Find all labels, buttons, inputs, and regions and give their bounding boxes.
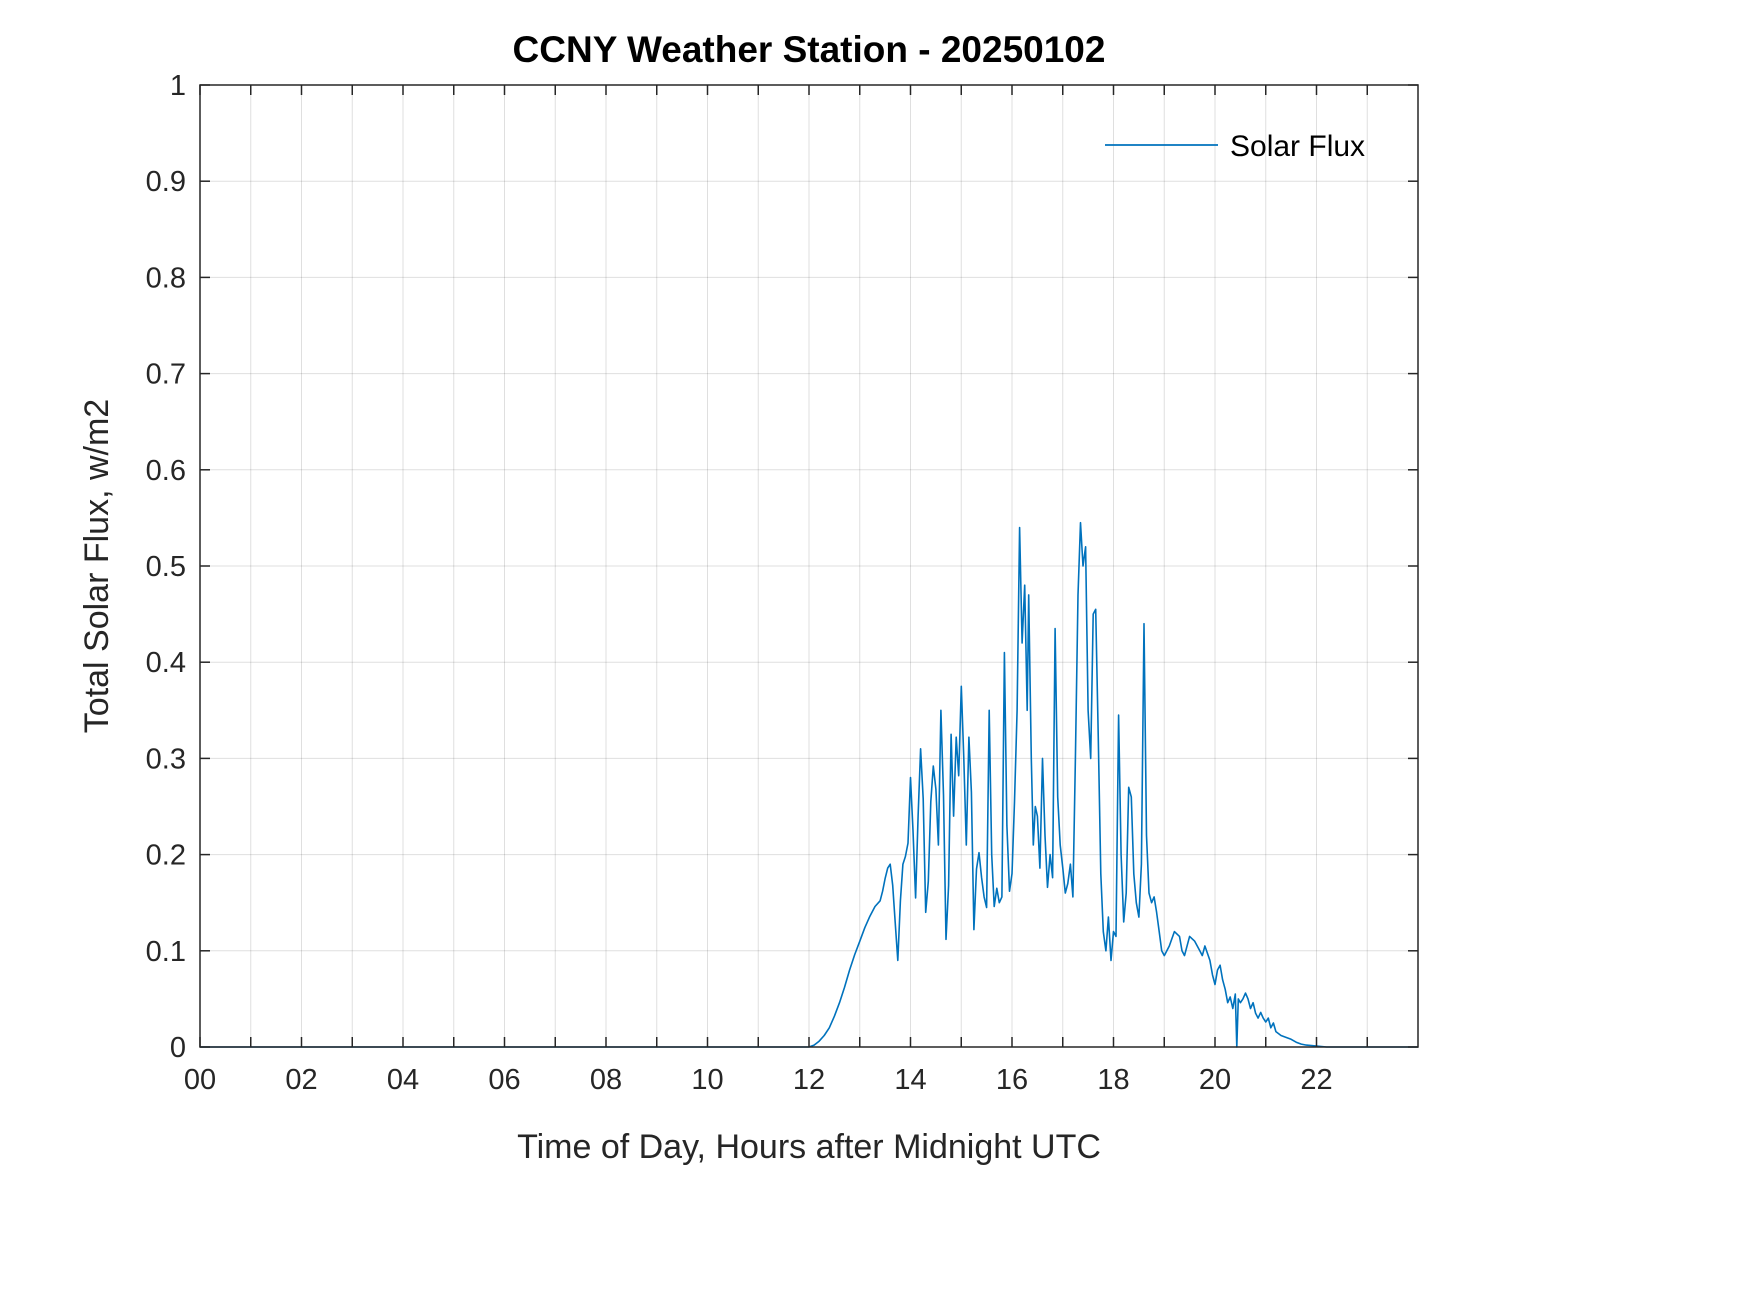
x-tick-label: 12 (793, 1064, 825, 1096)
y-tick-label: 0 (170, 1032, 186, 1064)
solar-flux-line (200, 521, 1418, 1048)
x-tick-label: 14 (894, 1064, 926, 1096)
x-tick-label: 18 (1097, 1064, 1129, 1096)
y-tick-label: 0.9 (146, 166, 186, 198)
y-tick-label: 0.1 (146, 936, 186, 968)
y-axis-label: Total Solar Flux, w/m2 (78, 399, 116, 733)
chart-title: CCNY Weather Station - 20250102 (513, 29, 1106, 70)
x-tick-label: 16 (996, 1064, 1028, 1096)
x-tick-label: 02 (285, 1064, 317, 1096)
x-tick-label: 04 (387, 1064, 419, 1096)
y-tick-label: 0.6 (146, 455, 186, 487)
x-tick-label: 06 (488, 1064, 520, 1096)
y-tick-label: 1 (170, 70, 186, 102)
legend-label: Solar Flux (1230, 130, 1365, 163)
tick-marks (199, 84, 1418, 1048)
x-tick-label: 22 (1300, 1064, 1332, 1096)
x-axis-label: Time of Day, Hours after Midnight UTC (517, 1128, 1101, 1166)
y-tick-label: 0.8 (146, 262, 186, 294)
x-tick-label: 08 (590, 1064, 622, 1096)
y-tick-label: 0.5 (146, 551, 186, 583)
y-tick-label: 0.3 (146, 743, 186, 775)
series-lines (200, 521, 1418, 1048)
grid (200, 85, 1418, 1047)
tick-labels: 00 02 04 06 08 10 12 14 16 18 20 22 0 0.1 0.2 0.3 0.4 0.5… (146, 70, 1333, 1096)
x-tick-label: 00 (184, 1064, 216, 1096)
x-tick-label: 20 (1199, 1064, 1231, 1096)
legend: Solar Flux (1105, 130, 1365, 163)
x-tick-label: 10 (691, 1064, 723, 1096)
y-tick-label: 0.7 (146, 359, 186, 391)
y-tick-label: 0.2 (146, 840, 186, 872)
y-tick-label: 0.4 (146, 647, 186, 679)
